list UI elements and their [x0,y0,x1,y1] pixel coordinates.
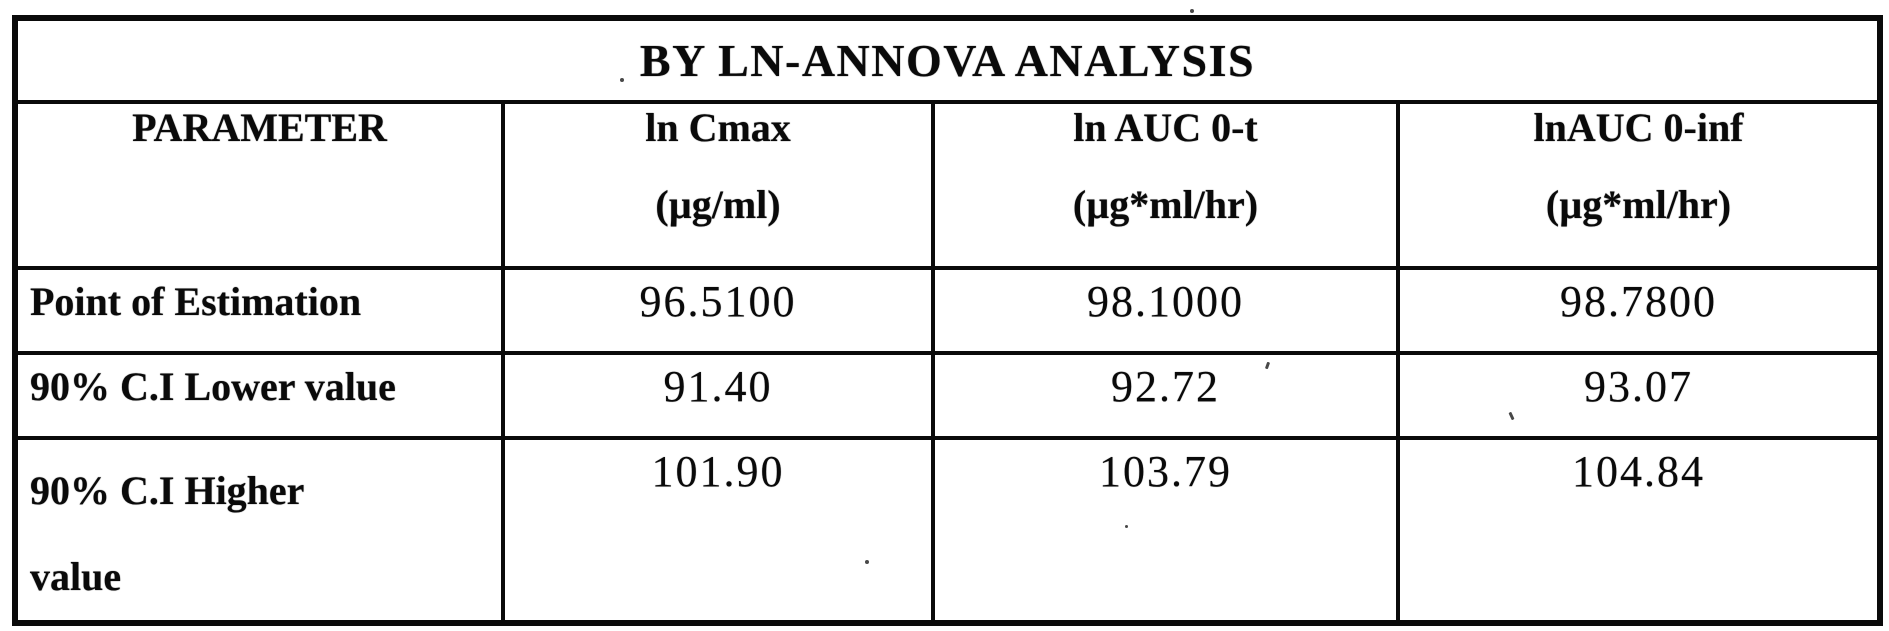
column-header-ln-auc-0-inf-label: lnAUC 0-inf [1533,105,1744,150]
scan-speck [865,560,869,564]
value-point-of-estimation-ln-auc-0-t: 98.1000 [931,266,1400,355]
column-header-parameter-label: PARAMETER [132,105,387,150]
column-header-ln-cmax-label: ln Cmax [645,105,791,150]
column-header-parameter: PARAMETER [13,100,505,270]
value-ci-higher-ln-auc-0-t: 103.79 [931,436,1400,625]
column-header-ln-auc-0-inf: lnAUC 0-inf (µg*ml/hr) [1395,100,1883,270]
table-header-row: PARAMETER ln Cmax (µg/ml) ln AUC 0-t (µg… [13,100,1883,270]
table-row-point-of-estimation: Point of Estimation 96.5100 98.1000 98.7… [13,266,1883,355]
value-point-of-estimation-ln-auc-0-inf: 98.7800 [1395,266,1883,355]
scan-speck [1125,525,1128,528]
column-header-ln-auc-0-t-unit: (µg*ml/hr) [1072,182,1259,227]
table-row-ci-higher: 90% C.I Higher value 101.90 103.79 104.8… [13,436,1883,625]
value-ci-lower-ln-auc-0-inf: 93.07 [1395,351,1883,440]
value-ci-lower-ln-cmax: 91.40 [501,351,935,440]
value-ci-lower-ln-auc-0-t: 92.72 [931,351,1400,440]
row-label-ci-higher: 90% C.I Higher value [13,436,505,625]
scan-speck [1190,9,1194,13]
row-label-point-of-estimation: Point of Estimation [13,266,505,355]
table-title: BY LN-ANNOVA ANALYSIS [12,16,1883,104]
value-point-of-estimation-ln-cmax: 96.5100 [501,266,935,355]
column-header-ln-auc-0-t-label: ln AUC 0-t [1073,105,1258,150]
column-header-ln-cmax-unit: (µg/ml) [655,182,781,227]
ln-annova-analysis-table: BY LN-ANNOVA ANALYSIS PARAMETER ln Cmax … [12,15,1884,626]
table-title-row: BY LN-ANNOVA ANALYSIS [12,16,1883,104]
column-header-ln-auc-0-t: ln AUC 0-t (µg*ml/hr) [931,100,1400,270]
scan-speck [620,78,624,82]
value-ci-higher-ln-cmax: 101.90 [501,436,935,625]
row-label-ci-lower: 90% C.I Lower value [13,351,505,440]
table-row-ci-lower: 90% C.I Lower value 91.40 92.72 93.07 [13,351,1883,440]
column-header-ln-auc-0-inf-unit: (µg*ml/hr) [1545,182,1732,227]
column-header-ln-cmax: ln Cmax (µg/ml) [501,100,935,270]
value-ci-higher-ln-auc-0-inf: 104.84 [1395,436,1883,625]
